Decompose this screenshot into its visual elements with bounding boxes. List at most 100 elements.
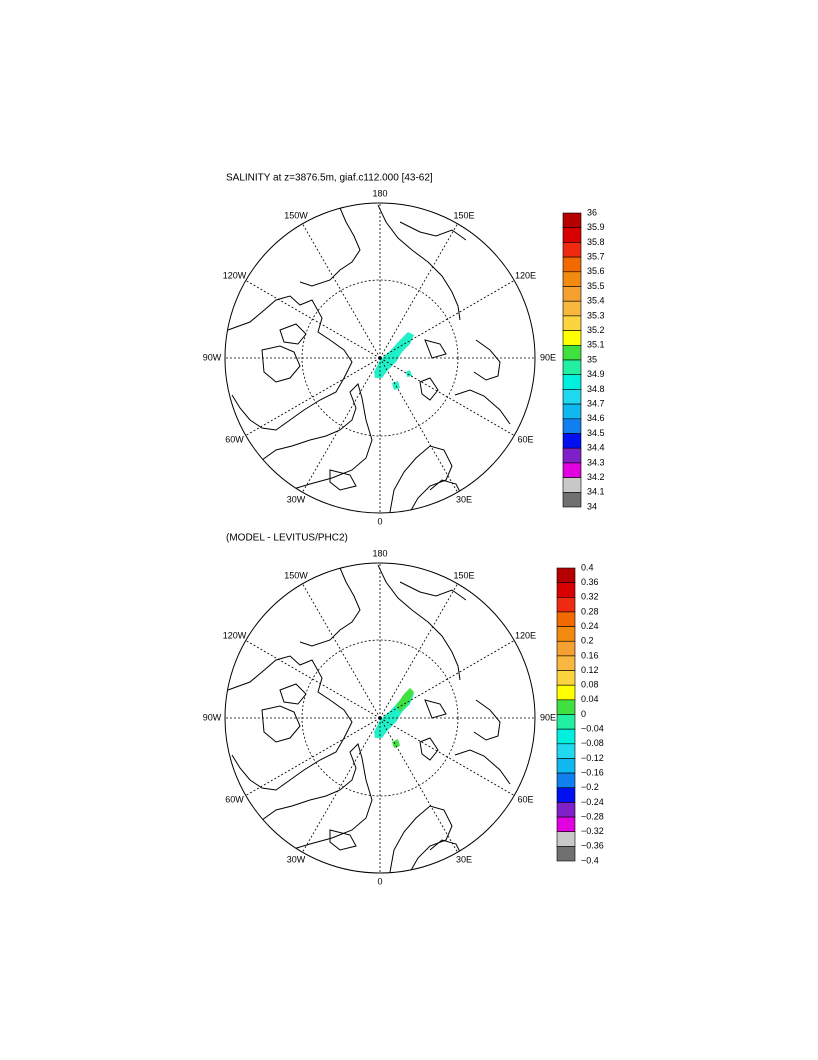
colorbar-box	[556, 743, 576, 759]
map-boundary	[224, 562, 536, 874]
colorbar-box	[556, 684, 576, 701]
longitude-label: 120E	[515, 630, 536, 640]
longitude-label: 150E	[453, 570, 474, 580]
colorbar-box	[556, 728, 576, 745]
field-patch	[396, 688, 414, 712]
colorbar-label: 34.8	[587, 384, 605, 394]
colorbar-label: 0.36	[581, 577, 599, 587]
colorbar-label: −0.2	[581, 782, 599, 792]
coastline	[279, 683, 307, 705]
longitude-label: 60W	[225, 434, 244, 444]
colorbar-box	[562, 418, 582, 434]
meridian	[245, 640, 381, 719]
colorbar-box	[562, 300, 582, 317]
meridian	[302, 717, 381, 853]
longitude-label: 90W	[203, 352, 222, 362]
longitude-label: 120W	[223, 630, 247, 640]
colorbar-label: −0.08	[581, 738, 604, 748]
field-patch	[392, 381, 400, 390]
colorbar-box	[556, 640, 576, 657]
colorbar-box	[562, 242, 582, 258]
colorbar-label: 35.6	[587, 266, 605, 276]
longitude-label: 90E	[540, 352, 556, 362]
colorbar-box	[556, 787, 576, 803]
meridian	[379, 640, 515, 719]
coastline	[261, 345, 301, 383]
colorbar-label: −0.36	[581, 841, 604, 851]
colorbar-label: −0.24	[581, 797, 604, 807]
colorbar-label: 34.4	[587, 443, 605, 453]
colorbar-box	[556, 758, 576, 774]
coastline	[299, 567, 361, 647]
colorbar-label: 0.12	[581, 665, 599, 675]
longitude-label: 60E	[517, 434, 533, 444]
coastline	[261, 705, 301, 743]
coastline	[424, 699, 447, 719]
colorbar-box	[562, 315, 582, 331]
coastline	[473, 339, 501, 381]
colorbar-label: 0.08	[581, 680, 599, 690]
colorbar-box	[556, 670, 576, 686]
colorbar-box	[556, 802, 576, 818]
meridian	[302, 583, 381, 719]
colorbar-box	[562, 374, 582, 390]
colorbar-label: 35	[587, 354, 597, 364]
meridian	[379, 223, 458, 359]
field-patch	[392, 739, 400, 748]
colorbar-label: 35.9	[587, 222, 605, 232]
map-boundary	[224, 202, 536, 514]
field-patch	[406, 370, 412, 377]
map-title: SALINITY at z=3876.5m, giaf.c112.000 [43…	[226, 173, 433, 184]
meridian	[379, 357, 458, 493]
colorbar-box	[556, 596, 576, 613]
colorbar-box	[562, 212, 582, 228]
colorbar-box	[562, 359, 582, 375]
colorbar-label: 0.28	[581, 606, 599, 616]
longitude-label: 60W	[225, 794, 244, 804]
longitude-label: 30W	[287, 854, 306, 864]
colorbar-label: 34.7	[587, 398, 605, 408]
colorbar-box	[562, 477, 582, 493]
colorbar-box	[562, 271, 582, 287]
colorbar-label: −0.4	[581, 855, 599, 865]
longitude-label: 0	[377, 516, 382, 526]
colorbar-label: −0.28	[581, 811, 604, 821]
colorbar-box	[556, 699, 576, 715]
colorbar-box	[562, 491, 582, 508]
colorbar-box	[562, 389, 582, 405]
colorbar-box	[556, 567, 576, 583]
colorbar-box	[562, 344, 582, 361]
longitude-label: 180	[372, 548, 387, 558]
meridian	[245, 280, 381, 359]
coastline	[399, 221, 467, 241]
map-title: (MODEL - LEVITUS/PHC2)	[226, 533, 348, 544]
meridian	[245, 717, 381, 796]
longitude-label: 60E	[517, 794, 533, 804]
colorbar-box	[556, 582, 576, 598]
colorbar-label: 0.04	[581, 694, 599, 704]
colorbar-label: 35.3	[587, 310, 605, 320]
longitude-label: 150W	[284, 570, 308, 580]
coastline	[377, 204, 461, 321]
colorbar-box	[556, 714, 576, 730]
colorbar-label: 34.5	[587, 428, 605, 438]
colorbar-box	[556, 611, 576, 627]
field-patch	[374, 332, 414, 378]
colorbar-box	[562, 462, 582, 478]
meridian	[379, 280, 515, 359]
coastline	[424, 339, 447, 359]
colorbar-box	[556, 655, 576, 671]
longitude-label: 90E	[540, 712, 556, 722]
coastline	[329, 469, 357, 491]
colorbar-box	[556, 626, 576, 642]
coastline	[389, 445, 453, 513]
colorbar-label: 34.6	[587, 413, 605, 423]
coastline	[419, 737, 439, 761]
colorbar-label: 0.32	[581, 592, 599, 602]
coastline	[227, 655, 353, 791]
coastline	[261, 743, 373, 851]
colorbar-label: 0	[581, 709, 586, 719]
longitude-label: 120W	[223, 270, 247, 280]
land	[227, 204, 511, 513]
